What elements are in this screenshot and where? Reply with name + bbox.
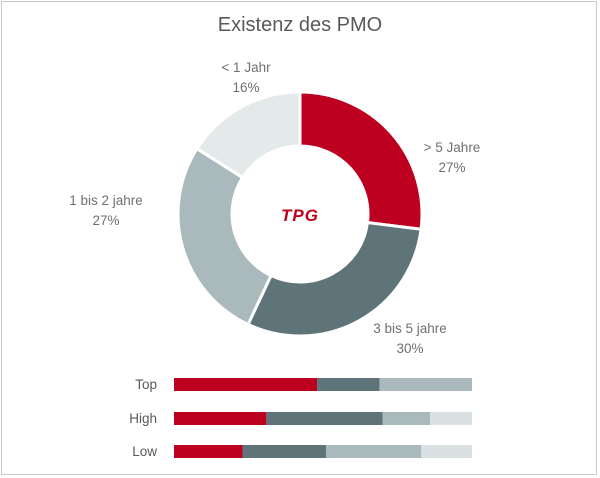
slice-name-label: 3 bis 5 jahre bbox=[373, 321, 447, 336]
bar-segment bbox=[174, 445, 243, 458]
center-logo: TPG bbox=[281, 206, 319, 225]
bar-segment bbox=[242, 445, 326, 458]
bar-segment bbox=[382, 412, 431, 425]
donut-labels: > 5 Jahre 27% 3 bis 5 jahre 30% 1 bis 2 jahr… bbox=[69, 60, 480, 356]
bar-segment bbox=[174, 412, 267, 425]
bar-segment bbox=[379, 378, 472, 391]
slice-name-label: > 5 Jahre bbox=[424, 140, 481, 155]
chart-title: Existenz des PMO bbox=[218, 14, 383, 36]
slice-value-label: 30% bbox=[396, 341, 423, 356]
stacked-bars: Top High Low bbox=[129, 377, 472, 459]
bar-category-label: High bbox=[129, 411, 157, 426]
bar-segment bbox=[325, 445, 422, 458]
bar-segment bbox=[430, 412, 472, 425]
slice-value-label: 27% bbox=[92, 213, 119, 228]
donut-chart bbox=[176, 90, 424, 338]
donut-slice-3 bbox=[176, 146, 274, 327]
bar-segment bbox=[421, 445, 472, 458]
bar-category-label: Low bbox=[132, 444, 157, 459]
bar-segment bbox=[317, 378, 380, 391]
donut-slice-2 bbox=[246, 220, 423, 338]
slice-value-label: 27% bbox=[438, 160, 465, 175]
bar-segment bbox=[266, 412, 383, 425]
bar-segment bbox=[174, 378, 318, 391]
slice-name-label: < 1 Jahr bbox=[221, 60, 271, 75]
slice-value-label: 16% bbox=[232, 80, 259, 95]
donut-slice-4 bbox=[194, 90, 302, 180]
slice-name-label: 1 bis 2 jahre bbox=[69, 193, 143, 208]
bar-category-label: Top bbox=[135, 377, 157, 392]
donut-slice-1 bbox=[298, 90, 424, 231]
